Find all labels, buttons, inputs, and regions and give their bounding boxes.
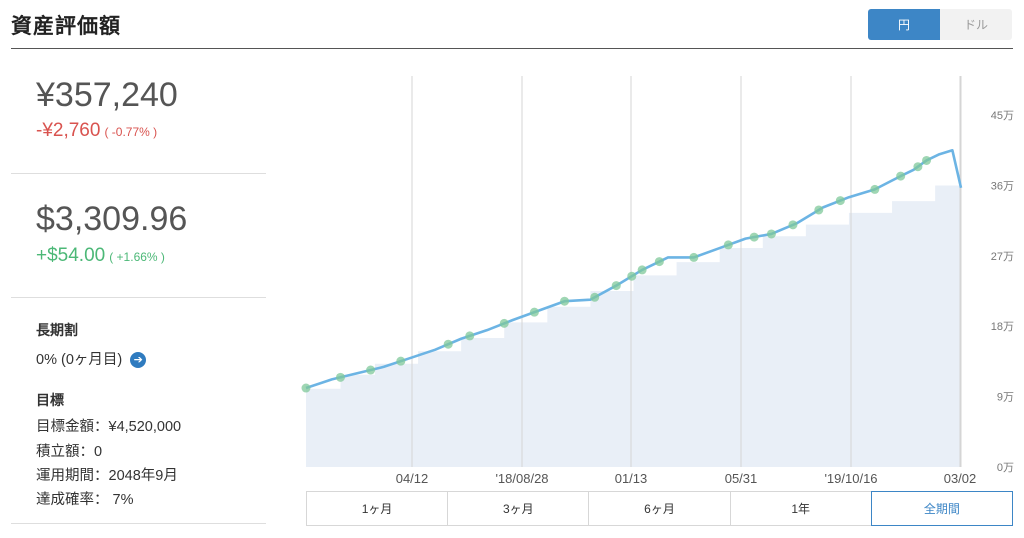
range-tab[interactable]: 全期間	[870, 491, 1014, 526]
yen-total-value: ¥357,240	[36, 76, 178, 114]
goal-amount: 目標金額：¥4,520,000	[36, 419, 182, 435]
long-term-heading: 長期割	[36, 322, 78, 338]
usd-change-percent: ( +1.66% )	[109, 250, 165, 264]
transaction-marker	[366, 365, 376, 375]
currency-toggle[interactable]: 円 ドル	[868, 9, 1012, 40]
divider	[11, 173, 266, 174]
asset-value-chart: 0万 9万 18万 27万 36万 45万 04/12 '18/08/28 01/13 05/31…	[301, 76, 1014, 486]
range-tab[interactable]: 1年	[731, 492, 872, 525]
y-tick-label: 0万	[997, 462, 1014, 474]
divider	[11, 523, 266, 524]
goal-period: 運用期間：2048年9月	[36, 468, 178, 484]
page-title: 資産評価額	[11, 15, 121, 38]
long-term-row: 0% (0ヶ月目) ➔	[36, 348, 147, 369]
x-tick-label: 05/31	[725, 471, 758, 486]
transaction-marker	[335, 372, 345, 382]
usd-change-amount: +$54.00	[36, 245, 106, 266]
transaction-marker	[766, 229, 776, 239]
y-tick-label: 36万	[991, 180, 1014, 192]
transaction-marker	[627, 271, 637, 281]
transaction-marker	[913, 162, 923, 172]
transaction-marker	[301, 383, 311, 393]
transaction-marker	[560, 296, 570, 306]
contribution-area	[306, 185, 961, 467]
divider	[11, 297, 266, 298]
arrow-right-icon[interactable]: ➔	[130, 352, 147, 368]
range-tab[interactable]: 3ヶ月	[448, 492, 590, 525]
transaction-marker	[443, 339, 453, 349]
transaction-marker	[590, 292, 600, 302]
y-tick-label: 27万	[991, 251, 1014, 263]
transaction-marker	[896, 171, 906, 181]
goal-accumulation: 積立額：0	[36, 444, 103, 460]
header-divider	[11, 48, 1013, 49]
goal-probability: 達成確率： 7%	[36, 492, 134, 508]
transaction-marker	[529, 307, 539, 317]
range-tab[interactable]: 1ヶ月	[307, 492, 449, 525]
x-tick-label: 01/13	[615, 471, 648, 486]
transaction-marker	[465, 331, 475, 341]
usd-total-value: $3,309.96	[36, 200, 188, 238]
x-tick-label: '18/08/28	[495, 471, 548, 486]
usd-change: +$54.00( +1.66% )	[36, 245, 165, 267]
range-tab[interactable]: 6ヶ月	[589, 492, 731, 525]
transaction-marker	[611, 281, 621, 291]
asset-value-line	[305, 148, 963, 390]
range-tabs[interactable]: 1ヶ月 3ヶ月 6ヶ月 1年 全期間	[306, 491, 1014, 526]
transaction-marker	[814, 205, 824, 215]
transaction-marker	[499, 318, 509, 328]
goal-heading: 目標	[36, 392, 64, 408]
long-term-value: 0% (0ヶ月目)	[36, 352, 123, 368]
yen-toggle-button[interactable]: 円	[868, 9, 940, 40]
transaction-marker	[654, 257, 664, 267]
x-tick-label: '19/10/16	[824, 471, 877, 486]
y-tick-label: 45万	[991, 110, 1014, 122]
yen-change-percent: ( -0.77% )	[104, 125, 158, 139]
transaction-marker	[689, 252, 699, 262]
transaction-marker	[870, 184, 880, 194]
transaction-marker	[788, 220, 798, 230]
transaction-marker	[922, 155, 932, 165]
y-tick-label: 9万	[997, 392, 1014, 404]
yen-change-amount: -¥2,760	[36, 120, 101, 141]
transaction-marker	[749, 232, 759, 242]
x-tick-label: 04/12	[396, 471, 429, 486]
transaction-marker	[396, 356, 406, 366]
transaction-marker	[835, 196, 845, 206]
y-tick-label: 18万	[991, 321, 1014, 333]
transaction-marker	[723, 240, 733, 250]
x-tick-label: 03/02	[944, 471, 977, 486]
transaction-marker	[637, 265, 647, 275]
dollar-toggle-button[interactable]: ドル	[940, 9, 1012, 40]
yen-change: -¥2,760( -0.77% )	[36, 120, 157, 142]
